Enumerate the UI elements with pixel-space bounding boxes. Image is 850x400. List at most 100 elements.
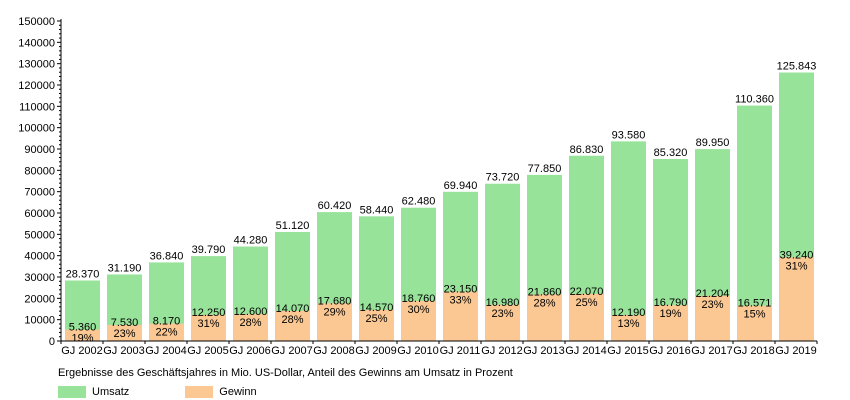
profit-bar (359, 309, 394, 341)
legend-swatch-gewinn (185, 385, 214, 398)
x-tick-label: GJ 2010 (397, 345, 439, 357)
profit-value-label: 39.240 (780, 249, 814, 261)
profit-percent-label: 13% (617, 318, 639, 330)
x-tick-label: GJ 2006 (229, 345, 271, 357)
profit-value-label: 5.360 (69, 322, 97, 334)
revenue-value-label: 51.120 (276, 220, 310, 232)
profit-value-label: 16.980 (486, 297, 520, 309)
x-tick-label: GJ 2003 (103, 345, 145, 357)
profit-bar (233, 314, 268, 341)
revenue-value-label: 93.580 (612, 129, 646, 141)
x-tick-label: GJ 2004 (145, 345, 187, 357)
y-tick-label: 60000 (24, 208, 55, 220)
y-tick-label: 20000 (24, 293, 55, 305)
revenue-value-label: 36.840 (150, 250, 184, 262)
profit-bar (653, 305, 688, 341)
profit-percent-label: 31% (197, 318, 219, 330)
x-tick-label: GJ 2012 (481, 345, 523, 357)
profit-percent-label: 22% (155, 327, 177, 339)
y-tick-label: 40000 (24, 251, 55, 263)
revenue-value-label: 125.843 (777, 61, 817, 73)
revenue-value-label: 77.850 (528, 163, 562, 175)
revenue-value-label: 31.190 (108, 262, 142, 274)
profit-bar (149, 323, 184, 341)
y-tick-label: 50000 (24, 229, 55, 241)
profit-percent-label: 30% (407, 304, 429, 316)
revenue-value-label: 39.790 (192, 244, 226, 256)
legend-item-gewinn: Gewinn (185, 385, 257, 398)
profit-bar (527, 294, 562, 341)
revenue-value-label: 60.420 (318, 200, 352, 212)
revenue-value-label: 44.280 (234, 235, 268, 247)
profit-value-label: 21.204 (696, 288, 730, 300)
y-tick-label: 140000 (18, 37, 55, 49)
profit-value-label: 18.760 (402, 293, 436, 305)
revenue-value-label: 85.320 (654, 147, 688, 159)
profit-value-label: 17.680 (318, 295, 352, 307)
y-tick-label: 120000 (18, 80, 55, 92)
profit-value-label: 12.190 (612, 307, 646, 319)
profit-percent-label: 31% (785, 260, 807, 272)
profit-bar (317, 303, 352, 341)
profit-percent-label: 25% (365, 313, 387, 325)
legend-label-gewinn: Gewinn (219, 385, 257, 398)
x-tick-label: GJ 2002 (61, 345, 103, 357)
x-tick-label: GJ 2019 (775, 345, 817, 357)
profit-bar (107, 324, 142, 341)
revenue-value-label: 58.440 (360, 204, 394, 216)
profit-value-label: 23.150 (444, 284, 478, 296)
x-tick-label: GJ 2017 (691, 345, 733, 357)
profit-percent-label: 28% (281, 314, 303, 326)
profit-bar (485, 304, 520, 341)
x-tick-label: GJ 2016 (649, 345, 691, 357)
x-tick-label: GJ 2013 (523, 345, 565, 357)
profit-bar (191, 314, 226, 341)
revenue-value-label: 28.370 (66, 268, 100, 280)
profit-bar (65, 329, 100, 341)
legend-item-umsatz: Umsatz (58, 385, 129, 398)
revenue-value-label: 69.940 (444, 180, 478, 192)
x-tick-label: GJ 2008 (313, 345, 355, 357)
profit-percent-label: 23% (491, 308, 513, 320)
revenue-bar (611, 141, 646, 341)
x-tick-label: GJ 2018 (733, 345, 775, 357)
y-tick-label: 0 (49, 336, 55, 348)
revenue-value-label: 89.950 (696, 137, 730, 149)
revenue-bar (737, 105, 772, 341)
profit-percent-label: 28% (533, 297, 555, 309)
y-tick-label: 10000 (24, 315, 55, 327)
profit-value-label: 16.790 (654, 297, 688, 309)
profit-value-label: 7.530 (111, 317, 139, 329)
x-tick-label: GJ 2015 (607, 345, 649, 357)
y-tick-label: 130000 (18, 59, 55, 71)
x-tick-label: GJ 2007 (271, 345, 313, 357)
profit-bar (737, 305, 772, 341)
profit-value-label: 12.600 (234, 306, 268, 318)
legend-swatch-umsatz (58, 385, 86, 398)
profit-bar (779, 257, 814, 341)
profit-bar (443, 291, 478, 341)
legend-row: Umsatz Gewinn (58, 384, 513, 399)
revenue-value-label: 110.360 (735, 94, 774, 106)
profit-value-label: 16.571 (738, 298, 772, 310)
profit-percent-label: 28% (239, 317, 261, 329)
profit-value-label: 12.250 (192, 307, 226, 319)
legend: Ergebnisse des Geschäftsjahres in Mio. U… (58, 367, 513, 399)
profit-value-label: 14.070 (276, 303, 310, 315)
x-tick-label: GJ 2009 (355, 345, 397, 357)
y-tick-label: 70000 (24, 187, 55, 199)
profit-bar (611, 314, 646, 341)
revenue-value-label: 73.720 (486, 172, 520, 184)
profit-value-label: 14.570 (360, 302, 394, 314)
profit-percent-label: 15% (743, 309, 765, 321)
profit-value-label: 22.070 (570, 286, 604, 298)
profit-percent-label: 33% (449, 295, 471, 307)
y-tick-label: 150000 (18, 16, 55, 28)
y-tick-label: 90000 (24, 144, 55, 156)
x-tick-label: GJ 2014 (565, 345, 607, 357)
revenue-value-label: 86.830 (570, 144, 604, 156)
profit-percent-label: 29% (323, 306, 345, 318)
profit-value-label: 21.860 (528, 286, 562, 298)
